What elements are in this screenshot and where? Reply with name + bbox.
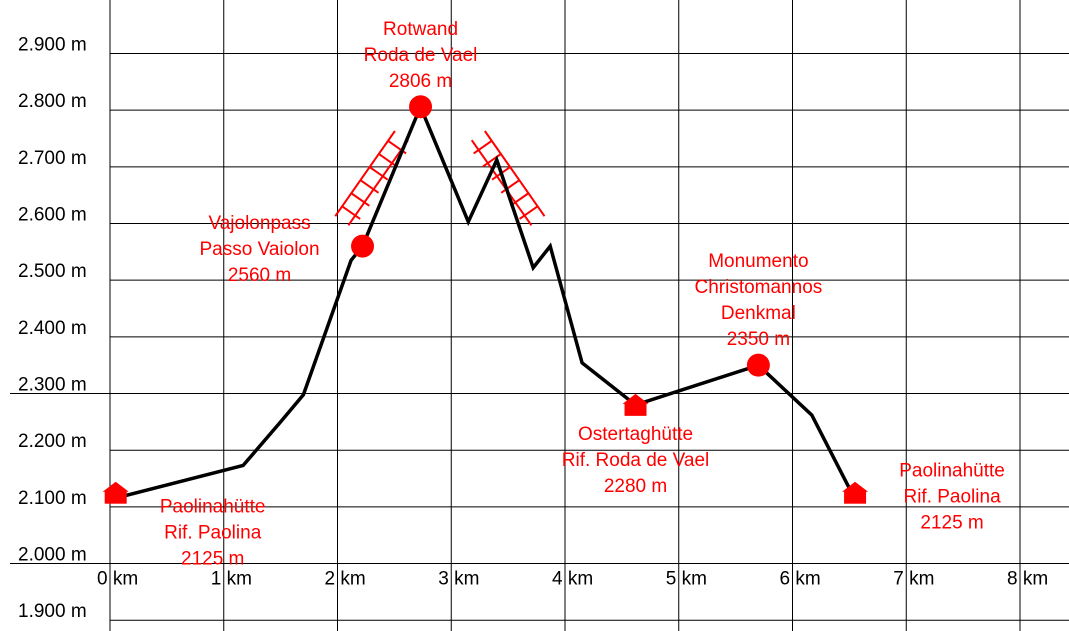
ladder-rung: [369, 166, 389, 181]
x-tick-label: 6 km: [780, 569, 821, 590]
waypoint-label-line: Denkmal: [721, 303, 796, 324]
waypoint-label-line: Christomannos: [694, 277, 822, 298]
y-tick-label: 2.200 m: [18, 431, 87, 452]
y-tick-label: 2.400 m: [18, 318, 87, 339]
y-tick-label: 2.300 m: [18, 375, 87, 396]
summit-marker: [351, 234, 375, 258]
x-tick-label: 0 km: [97, 569, 138, 590]
waypoint-label: Paolinahütte Rif. Paolina 2125 m: [899, 461, 1005, 534]
x-tick-label: 4 km: [552, 569, 593, 590]
y-tick-label: 2.700 m: [18, 148, 87, 169]
waypoint-label: Paolinahütte Rif. Paolina 2125 m: [160, 497, 266, 570]
waypoint-label-line: Vajolonpass: [208, 213, 310, 234]
x-tick-label: 2 km: [325, 569, 366, 590]
hut-body: [844, 490, 867, 504]
y-tick-label: 2.100 m: [18, 488, 87, 509]
y-tick-label: 2.500 m: [18, 261, 87, 282]
x-tick-label: 7 km: [893, 569, 934, 590]
ladder-rung: [359, 179, 380, 194]
waypoint-label-line: Ostertaghütte: [578, 424, 693, 445]
waypoint-label-line: Rif. Paolina: [903, 487, 1001, 508]
waypoint-label-line: 2125 m: [920, 513, 983, 534]
ladder-rung: [473, 140, 493, 155]
waypoint-label-line: Passo Vaiolon: [199, 239, 319, 260]
waypoint-label-line: Rif. Paolina: [164, 523, 262, 544]
elevation-line: [109, 102, 854, 502]
ladder-icon: [334, 130, 409, 226]
hut-icon: [102, 481, 129, 504]
via-ferrata-ladders: [334, 130, 546, 226]
waypoint-label-line: Rotwand: [383, 19, 458, 40]
ladder-rung: [350, 192, 370, 207]
waypoint-label-line: Paolinahütte: [899, 461, 1005, 482]
y-tick-label: 2.000 m: [18, 545, 87, 566]
ladder-rung: [482, 153, 502, 168]
elevation-series: [109, 102, 854, 502]
waypoint-label-line: 2350 m: [727, 329, 790, 350]
hut-body: [624, 402, 647, 416]
hut-roof: [842, 481, 869, 492]
y-tick-label: 2.800 m: [18, 91, 87, 112]
hut-icon: [622, 393, 649, 416]
waypoint-labels: Paolinahütte Rif. Paolina 2125 m Vajolonpas…: [160, 19, 1005, 570]
waypoint-label-line: Rif. Roda de Vael: [562, 450, 710, 471]
x-tick-label: 8 km: [1007, 569, 1048, 590]
waypoint-label-line: Monumento: [708, 251, 808, 272]
x-tick-label: 3 km: [438, 569, 479, 590]
summit-marker: [409, 95, 433, 119]
x-tick-label: 1 km: [211, 569, 252, 590]
ladder-rail: [470, 139, 533, 226]
y-tick-label: 1.900 m: [18, 601, 87, 622]
ladder-rung: [519, 205, 539, 220]
hut-icon: [842, 481, 869, 504]
waypoint-label: Rotwand Roda de Vael 2806 m: [364, 19, 478, 92]
x-axis-ticks: 0 km 1 km 2 km 3 km 4 km 5 km 6 km 7 km 8 km: [97, 569, 1048, 590]
hut-roof: [622, 393, 649, 404]
waypoint-label-line: 2560 m: [228, 265, 291, 286]
hut-body: [104, 490, 127, 504]
ladder-rung: [341, 205, 361, 220]
ladder-rail: [347, 139, 409, 226]
waypoint-label-line: 2125 m: [181, 549, 244, 570]
ladder-rail: [334, 130, 396, 217]
hut-roof: [102, 481, 129, 492]
waypoint-label: Ostertaghütte Rif. Roda de Vael 2280 m: [562, 424, 710, 497]
ladder-icon: [470, 130, 546, 226]
ladder-rung: [378, 153, 398, 168]
x-tick-label: 5 km: [666, 569, 707, 590]
ladder-rung: [500, 179, 520, 194]
waypoint-label-line: Paolinahütte: [160, 497, 266, 518]
grid: [10, 0, 1069, 631]
waypoint-label: Vajolonpass Passo Vaiolon 2560 m: [199, 213, 319, 286]
ladder-rail: [484, 130, 546, 217]
y-axis-ticks: 2.900 m 2.800 m 2.700 m 2.600 m 2.500 m 2.400…: [18, 35, 87, 623]
waypoint-label-line: Roda de Vael: [364, 45, 478, 66]
y-tick-label: 2.600 m: [18, 205, 87, 226]
waypoint-label-line: 2806 m: [389, 71, 452, 92]
y-tick-label: 2.900 m: [18, 35, 87, 56]
summit-marker: [746, 353, 770, 377]
waypoint-markers: [102, 95, 869, 504]
waypoint-label-line: 2280 m: [604, 476, 667, 497]
waypoint-label: Monumento Christomannos Denkmal 2350 m: [694, 251, 822, 350]
